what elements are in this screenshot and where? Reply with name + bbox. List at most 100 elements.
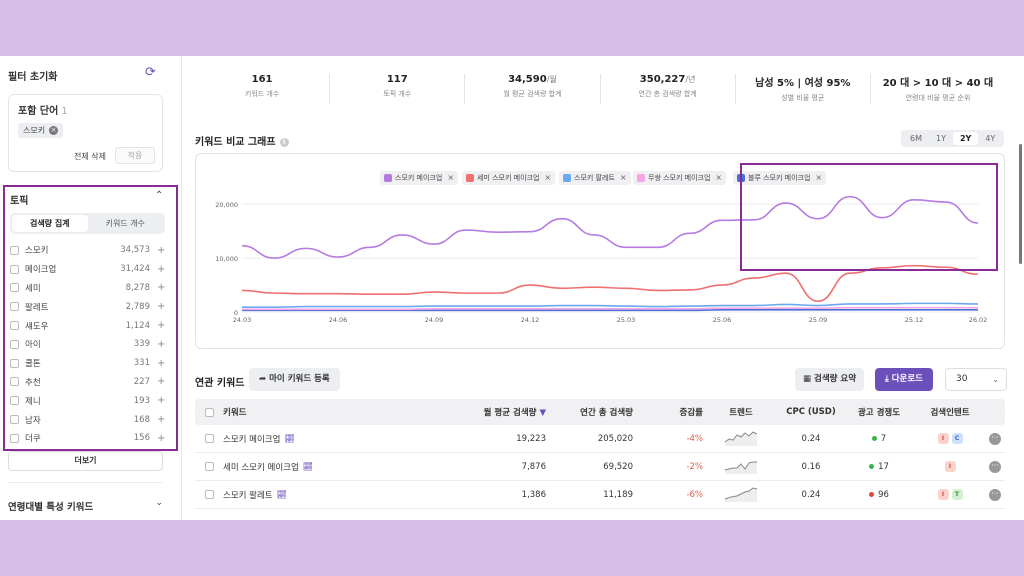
plus-icon[interactable]: + — [157, 338, 166, 350]
scrollbar[interactable] — [1019, 144, 1022, 264]
info-icon[interactable]: i — [279, 137, 289, 147]
plus-icon[interactable]: + — [157, 376, 166, 388]
plus-icon[interactable]: + — [157, 395, 166, 407]
header-cpc[interactable]: CPC (USD) — [786, 407, 836, 417]
clear-all-button[interactable]: 전체 삭제 — [74, 152, 106, 161]
keyword-link[interactable]: 스모키 팔레트 — [223, 490, 273, 501]
topic-checkbox[interactable] — [10, 302, 19, 312]
series-line — [241, 195, 979, 259]
plus-icon[interactable]: + — [157, 244, 166, 256]
header-yearly[interactable]: 연간 총 검색량 — [580, 408, 633, 418]
trend-chart-icon[interactable]: 📈︎ — [276, 490, 287, 499]
tab-search-volume[interactable]: 검색량 집계 — [12, 215, 88, 232]
more-options-icon[interactable]: ··· — [989, 432, 1001, 445]
plus-icon[interactable]: + — [157, 263, 166, 275]
header-trend: 트렌드 — [729, 408, 753, 418]
topic-item[interactable]: 더쿠 156 + — [10, 429, 165, 448]
topic-checkbox[interactable] — [10, 377, 19, 387]
trend-chart-icon[interactable]: 📈︎ — [284, 434, 295, 443]
close-icon[interactable]: × — [619, 173, 627, 182]
keyword-chip[interactable]: 스모키 × — [18, 123, 64, 138]
legend-label: 무쌍 스모키 메이크업 — [648, 174, 711, 182]
header-change[interactable]: 증감률 — [679, 408, 703, 418]
age-keyword-section[interactable]: 연령대별 특성 키워드 ⌄ — [8, 482, 163, 513]
topic-item[interactable]: 섀도우 1,124 + — [10, 316, 165, 335]
checkbox-icon[interactable] — [466, 174, 474, 182]
topic-item[interactable]: 세미 8,278 + — [10, 279, 165, 298]
chevron-up-icon[interactable]: ⌃ — [155, 190, 164, 201]
tab-range-6m[interactable]: 6M — [910, 134, 922, 143]
my-keyword-register-button[interactable]: ➦ 마이 키워드 등록 — [249, 368, 340, 391]
tab-range-2y[interactable]: 2Y — [952, 132, 979, 145]
keyword-link[interactable]: 스모키 메이크업 — [223, 434, 281, 445]
close-icon[interactable]: × — [715, 173, 723, 182]
row-checkbox[interactable] — [205, 490, 214, 499]
topic-item[interactable]: 아이 339 + — [10, 335, 165, 354]
topic-checkbox[interactable] — [10, 415, 19, 425]
plus-icon[interactable]: + — [157, 414, 166, 426]
topic-checkbox[interactable] — [10, 339, 19, 349]
row-checkbox[interactable] — [205, 462, 214, 471]
row-checkbox[interactable] — [205, 434, 214, 443]
plus-icon[interactable]: + — [157, 432, 166, 444]
topic-checkbox[interactable] — [10, 433, 19, 443]
tab-range-4y[interactable]: 4Y — [985, 134, 996, 143]
search-volume-summary-button[interactable]: ▦ 검색량 요약 — [795, 368, 865, 391]
topic-checkbox[interactable] — [10, 245, 19, 255]
topic-item[interactable]: 제니 193 + — [10, 391, 165, 410]
refresh-icon[interactable]: ⟳ — [145, 65, 156, 80]
legend-item[interactable]: 스모키 메이크업 × — [380, 171, 459, 185]
header-monthly[interactable]: 월 평균 검색량 ▼ — [483, 408, 546, 418]
stat-item: 117 토픽 개수 — [330, 74, 466, 104]
keyword-link[interactable]: 세미 스모키 메이크업 — [223, 462, 299, 473]
download-button[interactable]: ⤓ 다운로드 — [875, 368, 933, 391]
topic-checkbox[interactable] — [10, 396, 19, 406]
page-size-select[interactable]: 30 ⌄ — [945, 368, 1007, 391]
header-keyword[interactable]: 키워드 — [223, 408, 247, 418]
yearly-volume: 69,520 — [603, 461, 633, 472]
topic-item[interactable]: 남자 168 + — [10, 410, 165, 429]
plus-icon[interactable]: + — [157, 357, 166, 369]
apply-button[interactable]: 적용 — [115, 147, 155, 164]
topic-label: 메이크업 — [25, 265, 57, 276]
legend-item[interactable]: 세미 스모키 메이크업 × — [462, 171, 556, 185]
select-all-checkbox[interactable] — [205, 407, 214, 417]
topic-item[interactable]: 메이크업 31,424 + — [10, 260, 165, 279]
topic-checkbox[interactable] — [10, 358, 19, 368]
checkbox-icon[interactable] — [563, 174, 571, 182]
topic-item[interactable]: 스모키 34,573 + — [10, 241, 165, 260]
close-icon[interactable]: × — [447, 173, 455, 182]
topic-checkbox[interactable] — [10, 283, 19, 293]
table-row[interactable]: 세미 스모키 메이크업 📈︎ 7,876 69,520 -2% 0.16 17 I… — [195, 453, 1005, 481]
close-icon[interactable]: × — [544, 173, 552, 182]
monthly-volume: 1,386 — [521, 489, 546, 500]
legend-label: 스모키 메이크업 — [395, 174, 443, 182]
plus-icon[interactable]: + — [157, 282, 166, 294]
plus-icon[interactable]: + — [157, 301, 166, 313]
filter-reset-label[interactable]: 필터 초기화 — [8, 72, 58, 83]
topic-item[interactable]: 팔레트 2,789 + — [10, 297, 165, 316]
topic-checkbox[interactable] — [10, 264, 19, 274]
checkbox-icon[interactable] — [384, 174, 392, 182]
checkbox-icon[interactable] — [637, 174, 645, 182]
close-icon[interactable]: × — [49, 126, 59, 135]
monthly-volume: 19,223 — [516, 433, 546, 444]
topic-item[interactable]: 쿨톤 331 + — [10, 354, 165, 373]
topic-checkbox[interactable] — [10, 321, 19, 331]
chevron-down-icon[interactable]: ⌄ — [155, 498, 163, 508]
more-options-icon[interactable]: ··· — [989, 488, 1001, 501]
legend-item[interactable]: 무쌍 스모키 메이크업 × — [633, 171, 727, 185]
header-competition[interactable]: 광고 경쟁도 — [857, 408, 901, 418]
more-options-icon[interactable]: ··· — [989, 460, 1001, 473]
intent-badge: I — [944, 461, 956, 472]
tab-range-1y[interactable]: 1Y — [936, 134, 946, 143]
topic-item[interactable]: 추천 227 + — [10, 373, 165, 392]
tab-keyword-count[interactable]: 키워드 개수 — [105, 219, 145, 228]
more-button[interactable]: 더보기 — [8, 451, 163, 471]
close-icon[interactable]: × — [815, 173, 823, 182]
trend-chart-icon[interactable]: 📈︎ — [302, 462, 313, 471]
legend-item[interactable]: 스모키 팔레트 × — [559, 171, 631, 185]
plus-icon[interactable]: + — [157, 320, 166, 332]
